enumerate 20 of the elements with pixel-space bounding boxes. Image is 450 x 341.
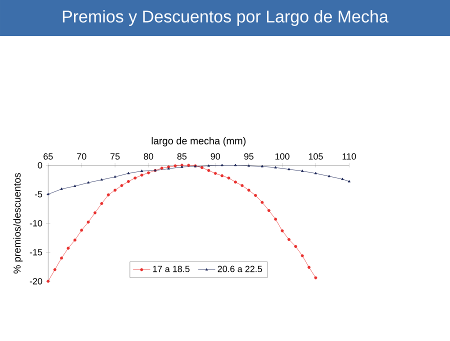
x-tick-label: 90 (210, 153, 220, 160)
y-tick-label: 0 (38, 162, 42, 168)
legend-label: 20.6 a 22.5 (218, 266, 262, 272)
x-tick-label: 70 (77, 153, 86, 160)
x-tick-label: 105 (308, 153, 323, 160)
x-tick-label: 95 (244, 153, 254, 160)
legend-label: 17 a 18.5 (153, 266, 190, 272)
y-tick-label: -10 (30, 220, 42, 226)
x-axis-title: largo de mecha (mm) (152, 137, 246, 146)
x-tick-label: 65 (44, 153, 53, 160)
x-tick-label: 85 (177, 153, 187, 160)
y-tick-label: -20 (30, 278, 42, 284)
x-tick-label: 75 (110, 153, 120, 160)
x-tick-label: 80 (144, 153, 154, 160)
y-axis-title: % premios/descuentos (13, 173, 23, 274)
chart-title: Premios y Descuentos por Largo de Mecha (62, 10, 388, 26)
y-tick-label: -15 (30, 249, 42, 256)
y-tick-label: -5 (34, 191, 42, 198)
x-tick-label: 110 (342, 153, 356, 160)
x-tick-label: 100 (275, 153, 290, 160)
